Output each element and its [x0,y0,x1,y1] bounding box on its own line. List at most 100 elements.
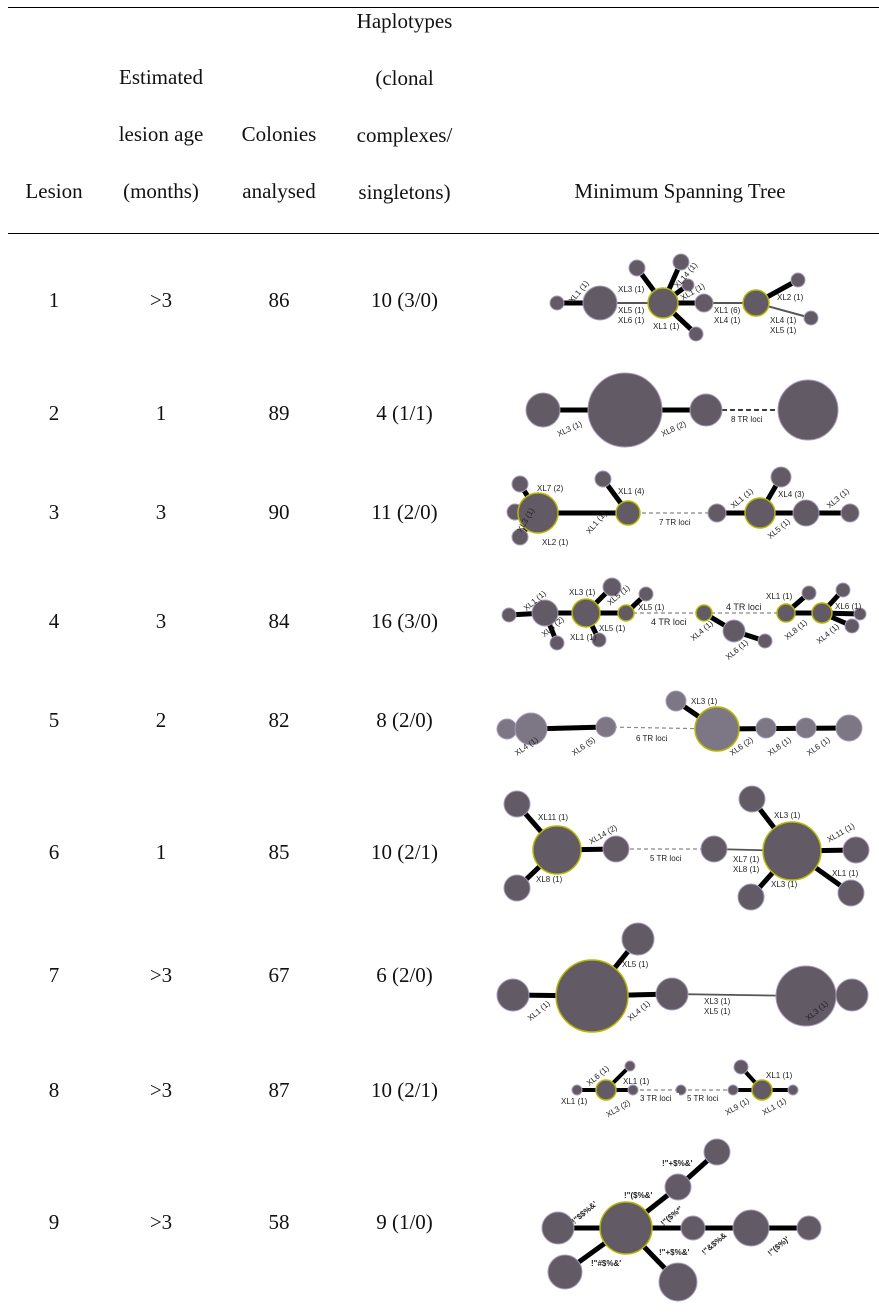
mst-node [796,1215,822,1241]
tr-label-bg [657,516,700,527]
edge-label: XL11 (1) [538,813,568,822]
edge-label: XL3 (1) [691,697,718,706]
tr-label-bg [649,616,689,627]
edge-label: XL7 (2) [537,484,564,493]
mst-node-founder [762,821,822,881]
edge-label: XL5 (1) [638,603,665,612]
lesion-cell: 4 [48,609,60,633]
mst-node-founder [532,825,582,875]
mst-node [835,582,851,598]
mst-lesion-5: XL4 (1) XL6 (5) 6 TR loci XL3 (1) XL6 (2… [496,690,863,758]
edge-label: !"+$%&' [662,1159,692,1168]
mst-node [688,326,704,342]
mst-node [624,1060,636,1072]
header-haplotypes-line-4: singletons) [358,180,451,204]
mst-node-founder [555,959,629,1033]
mst-node [844,618,860,634]
mst-node [675,1084,687,1096]
header-colonies-line-1: Colonies [241,122,317,146]
mst-node [503,874,531,902]
mst-node [835,714,863,742]
mst-node [790,272,806,288]
edge-label: XL1 (4) [618,487,645,496]
mst-node-founder [599,1201,653,1255]
mst-node-founder [617,604,635,622]
lesion-cell: 8 [48,1078,60,1102]
edge-label: XL1 (1) [766,592,793,601]
mst-lesion-7: XL5 (1) XL1 (1) XL4 (1) XL3 (1) XL5 (1) … [496,922,869,1033]
edge-label: XL8 (1) [536,875,563,884]
mst-node-founder [751,1079,773,1101]
edge-label: XL1 (1) [561,1097,588,1106]
mst-node [541,1211,575,1245]
edge-label: XL6 (1) [805,735,832,758]
header-haplotypes-line-3: complexes/ [356,123,453,147]
edge-label: XL8 (1) [766,735,793,758]
haplotypes-cell: 10 (3/0) [370,288,439,312]
header-colonies-line-2: analysed [242,179,316,203]
header-lesion-line: Lesion [25,179,83,203]
mst-node-founder [595,1079,617,1101]
edge-label: XL2 (1) [777,293,804,302]
edge-label: XL8 (1) [733,865,760,874]
lesion-cell: 3 [48,500,60,524]
age-cell: 3 [155,609,167,633]
edge-label: XL5 (1) [622,960,649,969]
mst-node [638,586,654,602]
mst-node [571,1084,583,1096]
edge-label: 5 TR loci [687,1094,719,1103]
mst-node [801,585,817,601]
mst-node [549,295,565,311]
mst-node [549,635,565,651]
haplotypes-cell: 10 (2/1) [370,840,439,864]
mst-node [733,1059,749,1075]
lesion-cell: 9 [48,1210,60,1234]
age-cell: >3 [149,963,173,987]
tr-label-bg [648,852,691,863]
mst-node [840,503,860,523]
edge-label: !"+$%&' [659,1248,689,1257]
age-cell: >3 [149,288,173,312]
mst-lesion-8: XL6 (1) XL1 (1) XL1 (1) XL3 (2) 3 TR loc… [561,1059,799,1119]
edge-label: XL6 (1) [835,602,862,611]
edge-label: XL2 (1) [542,538,569,547]
mst-node [658,1262,698,1302]
mst-node-founder [615,500,641,526]
colonies-cell: 85 [268,840,290,864]
mst-node [531,599,559,627]
age-cell: 1 [155,401,167,425]
mst-node [602,577,622,597]
edge-label: !"#$%&' [591,1259,621,1268]
edge-label: XL3 (1) [771,880,798,889]
edge-label: !"($%*' [659,1204,685,1227]
mst-node [738,785,766,813]
mst-node-founder [517,492,559,534]
header-age-line-2: lesion age [118,122,204,146]
mst-node [503,790,531,818]
colonies-cell: 89 [268,401,290,425]
mst-node [594,470,612,488]
mst-node [737,883,765,911]
mst-node [582,285,618,321]
header-bottom-rule [8,233,879,234]
tr-label-bg [634,732,677,743]
edge-label: XL1 (1) [526,999,552,1023]
colonies-cell: 86 [268,288,290,312]
colonies-cell: 90 [268,500,290,524]
mst-node [757,633,773,649]
mst-node [602,835,630,863]
edge-label: XL9 (1) [724,1096,752,1117]
edge-label: XL1 (1) [653,322,680,331]
table-top-rule [8,7,879,8]
edge-label: XL4 (1) [689,619,715,643]
lesion-cell: 6 [48,840,60,864]
haplotypes-cell: 11 (2/0) [371,500,438,524]
haplotypes-cell: 9 (1/0) [376,1210,433,1234]
colonies-cell: 87 [268,1078,290,1102]
edge-label: 8 TR loci [731,415,763,424]
lesion-cell: 7 [48,963,60,987]
mst-lesion-3: XL7 (2) XL3 (1) XL2 (1) XL1 (1) XL1 (4) … [506,466,860,547]
edge-label: 6 TR loci [636,734,668,743]
mst-node [496,978,530,1012]
